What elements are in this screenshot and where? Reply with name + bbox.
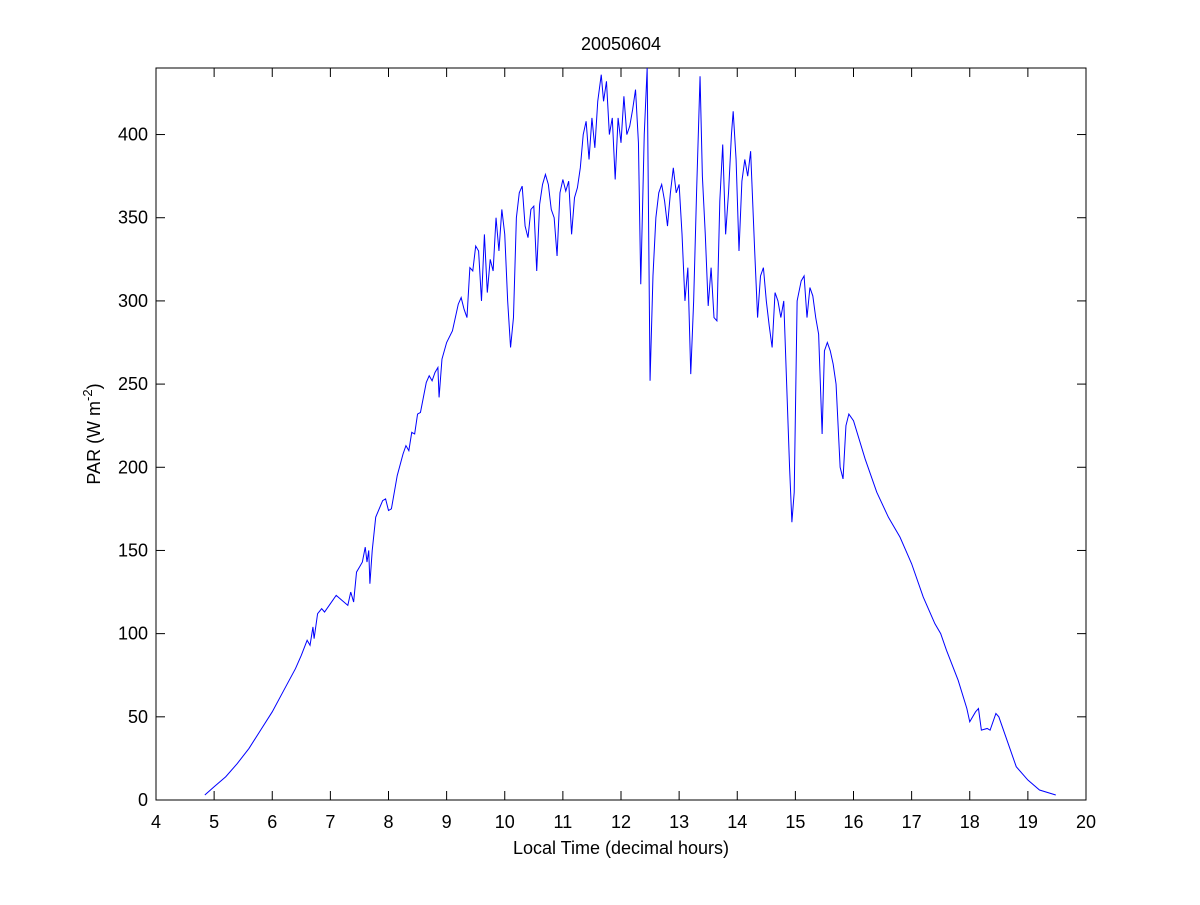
y-tick-label: 250: [118, 374, 148, 394]
y-axis-label: PAR (W m-2): [80, 383, 104, 484]
x-tick-label: 14: [727, 812, 747, 832]
y-label-suffix: ): [84, 383, 104, 389]
y-tick-label: 400: [118, 125, 148, 145]
y-tick-label: 150: [118, 540, 148, 560]
x-tick-label: 7: [325, 812, 335, 832]
x-tick-label: 6: [267, 812, 277, 832]
x-axis-label: Local Time (decimal hours): [513, 838, 729, 858]
y-tick-label: 350: [118, 208, 148, 228]
x-tick-label: 13: [669, 812, 689, 832]
x-tick-label: 5: [209, 812, 219, 832]
x-tick-label: 12: [611, 812, 631, 832]
plot-area: [155, 67, 1087, 801]
x-tick-label: 15: [785, 812, 805, 832]
y-tick-label: 100: [118, 624, 148, 644]
x-tick-label: 16: [843, 812, 863, 832]
y-label-text: PAR (W m: [84, 401, 104, 485]
x-tick-label: 19: [1018, 812, 1038, 832]
x-tick-label: 9: [442, 812, 452, 832]
chart-title: 20050604: [581, 34, 661, 54]
y-tick-label: 50: [128, 707, 148, 727]
x-tick-label: 17: [902, 812, 922, 832]
x-tick-label: 11: [554, 812, 573, 832]
y-tick-label: 0: [138, 790, 148, 810]
y-tick-label: 200: [118, 457, 148, 477]
data-line: [204, 67, 1056, 796]
x-tick-label: 8: [383, 812, 393, 832]
x-tick-label: 18: [960, 812, 980, 832]
x-tick-label: 4: [151, 812, 161, 832]
x-tick-label: 10: [495, 812, 515, 832]
y-label-superscript: -2: [80, 389, 95, 401]
y-tick-label: 300: [118, 291, 148, 311]
x-tick-label: 20: [1076, 812, 1096, 832]
